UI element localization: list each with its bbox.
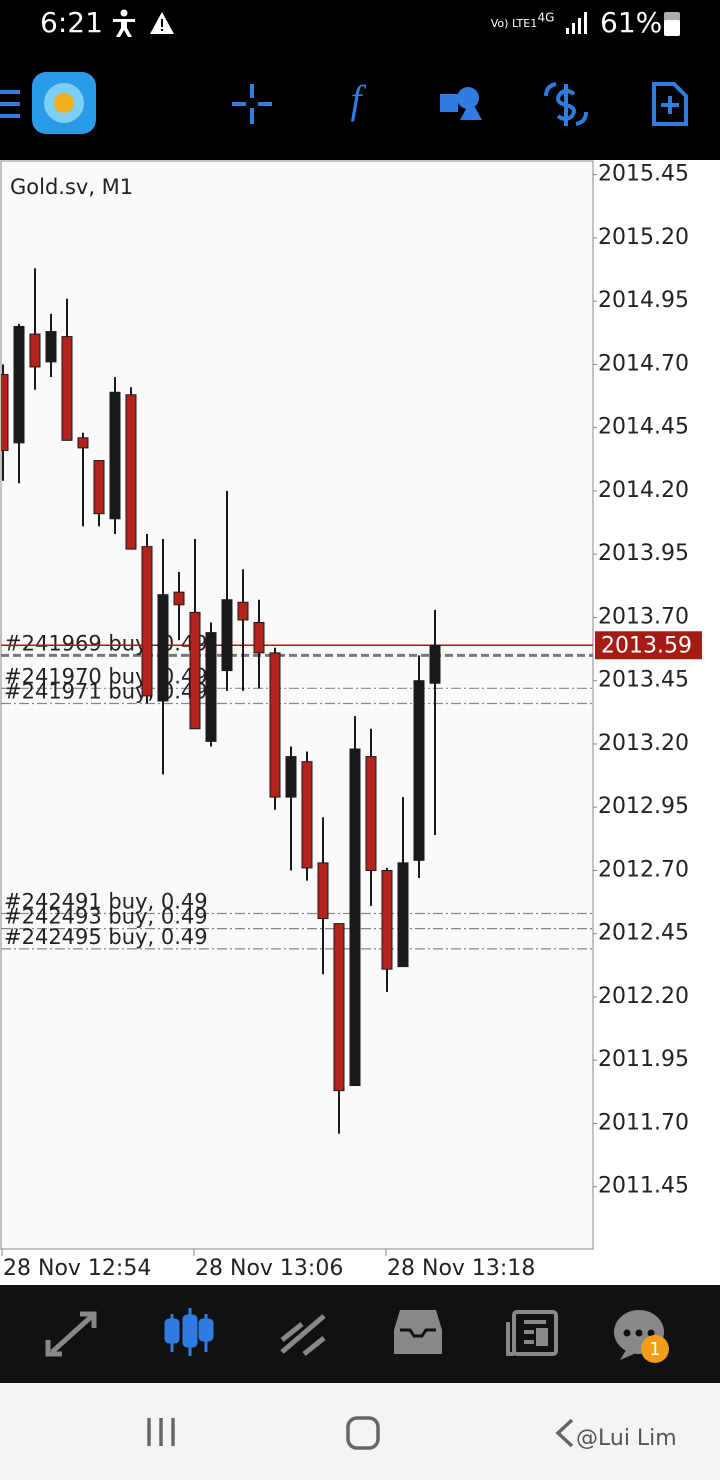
- candle-body: [61, 336, 73, 441]
- y-tick-label: 2012.45: [598, 921, 689, 946]
- y-tick-label: 2012.20: [598, 984, 689, 1009]
- status-network: Vo) LTE1: [491, 17, 537, 30]
- candle-body: [285, 756, 297, 798]
- top-bar: [0, 0, 720, 160]
- chart-tab[interactable]: [164, 1308, 214, 1356]
- crosshair-button[interactable]: [232, 84, 272, 124]
- trade-button[interactable]: [544, 82, 588, 126]
- candle-body: [365, 756, 377, 871]
- y-tick-label: 2013.20: [598, 731, 689, 756]
- candle-body: [141, 546, 153, 697]
- news-tab[interactable]: [506, 1310, 558, 1356]
- y-tick-label: 2012.95: [598, 794, 689, 819]
- y-tick-label: 2011.70: [598, 1110, 689, 1135]
- candle-body: [189, 611, 201, 730]
- order-label: #242491 buy, 0.49: [4, 889, 208, 913]
- candle-body: [253, 622, 265, 654]
- candle-body: [157, 594, 169, 702]
- watermark: @Lui Lim: [576, 1426, 677, 1451]
- candle-body: [29, 333, 41, 368]
- y-tick-label: 2013.95: [598, 541, 689, 566]
- candle-body: [13, 325, 25, 444]
- y-tick-label: 2014.45: [598, 415, 689, 440]
- x-tick-label: 28 Nov 13:18: [387, 1256, 535, 1281]
- toolbar: f: [0, 72, 688, 134]
- new-order-button[interactable]: [652, 82, 688, 126]
- chart-title: Gold.sv, M1: [10, 175, 133, 199]
- status-signal: 4G: [538, 11, 555, 25]
- candle-body: [93, 460, 105, 515]
- candle-body: [429, 644, 441, 684]
- order-label: #241969 buy, 0.49: [4, 631, 208, 655]
- x-tick-label: 28 Nov 12:54: [3, 1256, 151, 1281]
- candle-body: [109, 391, 121, 520]
- y-tick-label: 2011.95: [598, 1047, 689, 1072]
- current-price-label: 2013.59: [601, 633, 692, 658]
- candle-body: [317, 862, 329, 920]
- candle-body: [237, 601, 249, 621]
- order-label: #241971 buy, 0.49: [4, 679, 208, 703]
- menu-button[interactable]: [0, 90, 20, 118]
- plot-area: [0, 160, 594, 1250]
- back-button[interactable]: [555, 1418, 574, 1448]
- axes: 2015.45 2015.20 2014.95 2014.70 2014.45 2014.…: [1, 162, 702, 1281]
- candle-body: [381, 869, 393, 970]
- candle-body: [125, 394, 137, 550]
- notification-badge: 1: [649, 1339, 660, 1360]
- status-battery: 61%: [600, 6, 662, 39]
- system-buttons: [147, 1416, 574, 1450]
- system-nav: [0, 1383, 720, 1480]
- order-label: #242495 buy, 0.49: [4, 925, 208, 949]
- candle-body: [173, 591, 185, 606]
- objects-button[interactable]: [440, 87, 482, 120]
- home-button[interactable]: [346, 1416, 380, 1450]
- y-tick-label: 2011.45: [598, 1174, 689, 1199]
- status-icons: [113, 9, 680, 37]
- bottom-nav: [0, 1285, 720, 1383]
- x-tick-label: 28 Nov 13:06: [195, 1256, 343, 1281]
- candle-body: [205, 632, 217, 742]
- y-tick-label: 2013.70: [598, 604, 689, 629]
- y-tick-label: 2014.20: [598, 478, 689, 503]
- y-tick-label: 2014.70: [598, 351, 689, 376]
- app-logo[interactable]: [32, 72, 96, 134]
- candle-body: [77, 437, 89, 449]
- history-tab[interactable]: [394, 1310, 442, 1354]
- candle-body: [301, 761, 313, 869]
- candle-body: [349, 748, 361, 1087]
- y-tick-label: 2015.20: [598, 225, 689, 250]
- order-label: #242493 buy, 0.49: [4, 905, 208, 929]
- y-tick-label: 2012.70: [598, 857, 689, 882]
- chat-tab[interactable]: [614, 1310, 669, 1363]
- y-tick-label: 2015.45: [598, 162, 689, 187]
- candle-body: [45, 331, 57, 363]
- order-label: #241970 buy, 0.49: [4, 664, 208, 688]
- plot: #241969 buy, 0.49 #241970 buy, 0.49#24197…: [1, 268, 593, 1134]
- recents-button[interactable]: [147, 1418, 175, 1446]
- candle-body: [413, 680, 425, 861]
- nav-icons: 1: [45, 1308, 669, 1363]
- y-tick-label: 2013.45: [598, 668, 689, 693]
- candle-body: [221, 599, 233, 672]
- candle-body: [333, 923, 345, 1092]
- quotes-tab[interactable]: [45, 1311, 97, 1357]
- candle-body: [1, 374, 9, 451]
- y-tick-label: 2014.95: [598, 288, 689, 313]
- trade-tab[interactable]: [280, 1314, 326, 1356]
- candle-body: [397, 862, 409, 968]
- candle-body: [269, 652, 281, 798]
- current-price-tag: [595, 631, 702, 660]
- status-time: 6:21: [40, 6, 103, 39]
